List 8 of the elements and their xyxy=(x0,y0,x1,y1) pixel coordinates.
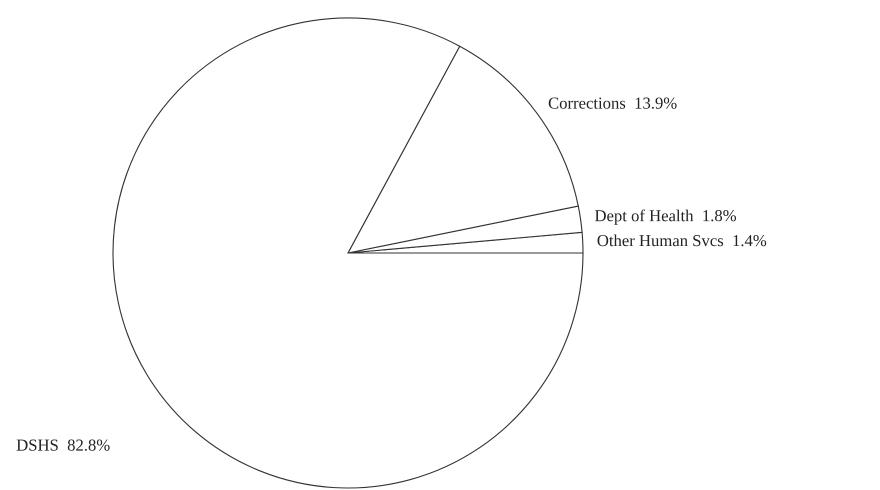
slice-label: Corrections xyxy=(548,98,626,109)
data-label: 1.8% xyxy=(703,210,736,222)
slice-label: DSHS xyxy=(16,440,58,451)
data-label: 1.4% xyxy=(733,234,766,246)
data-label: 82.8% xyxy=(68,439,110,451)
data-label: 13.9% xyxy=(636,97,677,109)
slice-label: Dept of Health xyxy=(594,209,694,225)
slice-label: Other Human Svcs xyxy=(598,234,724,246)
